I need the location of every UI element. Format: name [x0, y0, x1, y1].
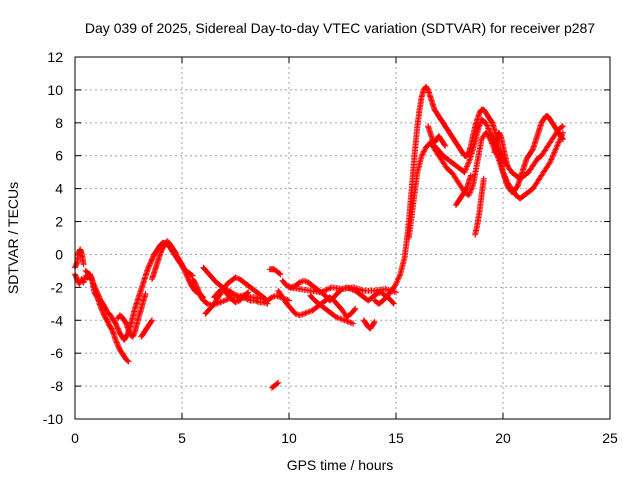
- y-tick-label: -10: [43, 411, 63, 427]
- data-point-markers: [452, 172, 474, 209]
- data-series: [72, 83, 566, 391]
- x-tick-label: 25: [602, 430, 618, 446]
- data-point-markers: [431, 116, 566, 182]
- data-point-markers: [138, 317, 155, 340]
- data-point-markers: [472, 175, 487, 238]
- y-tick-label: -4: [51, 312, 64, 328]
- data-series-group: [72, 83, 566, 391]
- data-point-markers: [268, 379, 282, 391]
- y-tick-label: 0: [55, 246, 63, 262]
- data-point-markers: [211, 286, 252, 306]
- axis-tick-labels: 0 5 10 15 20 25 -10 -8 -6 -4 -2 0 2 4 6 8 10 12: [43, 49, 618, 446]
- chart-title: Day 039 of 2025, Sidereal Day-to-day VTE…: [85, 20, 595, 36]
- y-tick-label: 2: [55, 214, 63, 230]
- data-point-markers: [286, 284, 399, 296]
- y-tick-label: 10: [47, 82, 63, 98]
- data-point-markers: [360, 317, 378, 332]
- y-axis-label: SDTVAR / TECUs: [5, 182, 21, 294]
- y-tick-label: -6: [51, 345, 64, 361]
- grid: [75, 57, 610, 419]
- y-tick-label: 4: [55, 181, 63, 197]
- data-point-markers: [405, 129, 566, 241]
- data-point-markers: [149, 238, 207, 301]
- x-tick-label: 15: [388, 430, 404, 446]
- data-point-markers: [491, 129, 511, 169]
- data-point-markers: [114, 290, 149, 340]
- x-axis-label: GPS time / hours: [287, 457, 394, 473]
- x-tick-label: 10: [281, 430, 297, 446]
- x-tick-label: 5: [178, 430, 186, 446]
- data-point-markers: [425, 123, 449, 149]
- plot-frame: [74, 56, 611, 420]
- y-tick-label: 6: [55, 148, 63, 164]
- y-tick-label: 12: [47, 49, 63, 65]
- data-point-markers: [307, 292, 357, 327]
- y-tick-label: -8: [51, 378, 64, 394]
- y-tick-label: 8: [55, 115, 63, 131]
- x-tick-label: 0: [71, 430, 79, 446]
- data-point-markers: [266, 266, 284, 278]
- y-tick-label: -2: [51, 279, 64, 295]
- x-tick-label: 20: [495, 430, 511, 446]
